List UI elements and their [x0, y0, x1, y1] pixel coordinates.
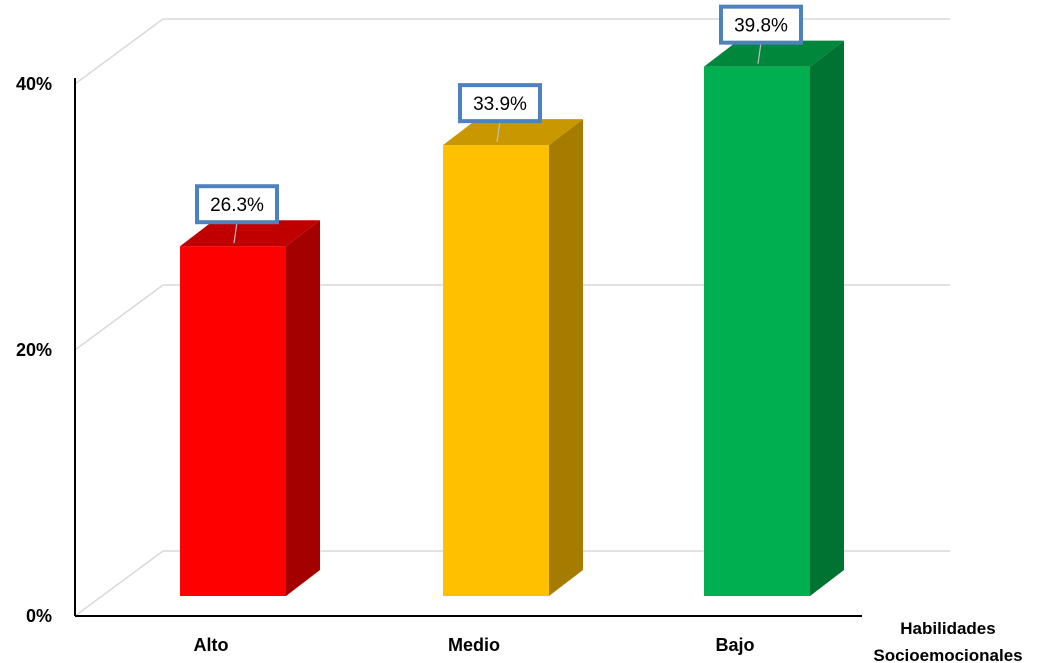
bar-side	[286, 220, 320, 596]
x-tick-label: Medio	[448, 635, 500, 655]
bars	[180, 40, 844, 597]
y-tick-label: 0%	[26, 606, 52, 626]
bar-side	[810, 40, 844, 597]
gridline-depth-0	[74, 550, 164, 617]
data-label: 26.3%	[210, 195, 264, 216]
axes	[74, 78, 862, 617]
data-label-box	[719, 4, 803, 45]
data-label: 39.8%	[734, 16, 788, 37]
data-labels: 26.3% 33.9% 39.8%	[195, 4, 803, 244]
data-label-box	[195, 184, 279, 225]
data-label-box	[458, 83, 542, 124]
bar-medio	[443, 119, 583, 596]
data-label-leader	[496, 121, 501, 143]
gridline-depth-1	[74, 284, 164, 351]
bar-side	[549, 119, 583, 596]
bar-front	[443, 145, 549, 596]
bar-front	[180, 246, 286, 596]
bar-front	[704, 66, 810, 596]
data-label-leader	[233, 222, 238, 244]
gridline-depth-2	[74, 18, 164, 85]
bar-alto	[180, 220, 320, 596]
data-label: 33.9%	[473, 94, 527, 115]
bar-bajo	[704, 40, 844, 597]
data-label-leader	[757, 42, 762, 64]
bar-top	[180, 220, 320, 247]
y-tick-label: 40%	[16, 74, 52, 94]
x-axis-title: Habilidades	[900, 619, 995, 638]
bar-top	[443, 119, 583, 146]
bar-top	[704, 40, 844, 67]
y-tick-label: 20%	[16, 340, 52, 360]
x-axis-title: Socioemocionales	[873, 646, 1022, 663]
x-tick-label: Bajo	[715, 635, 754, 655]
x-tick-label: Alto	[194, 635, 229, 655]
axis-text: 0% 20% 40% Alto Medio Bajo Habilidades Socioemo…	[16, 74, 1023, 663]
